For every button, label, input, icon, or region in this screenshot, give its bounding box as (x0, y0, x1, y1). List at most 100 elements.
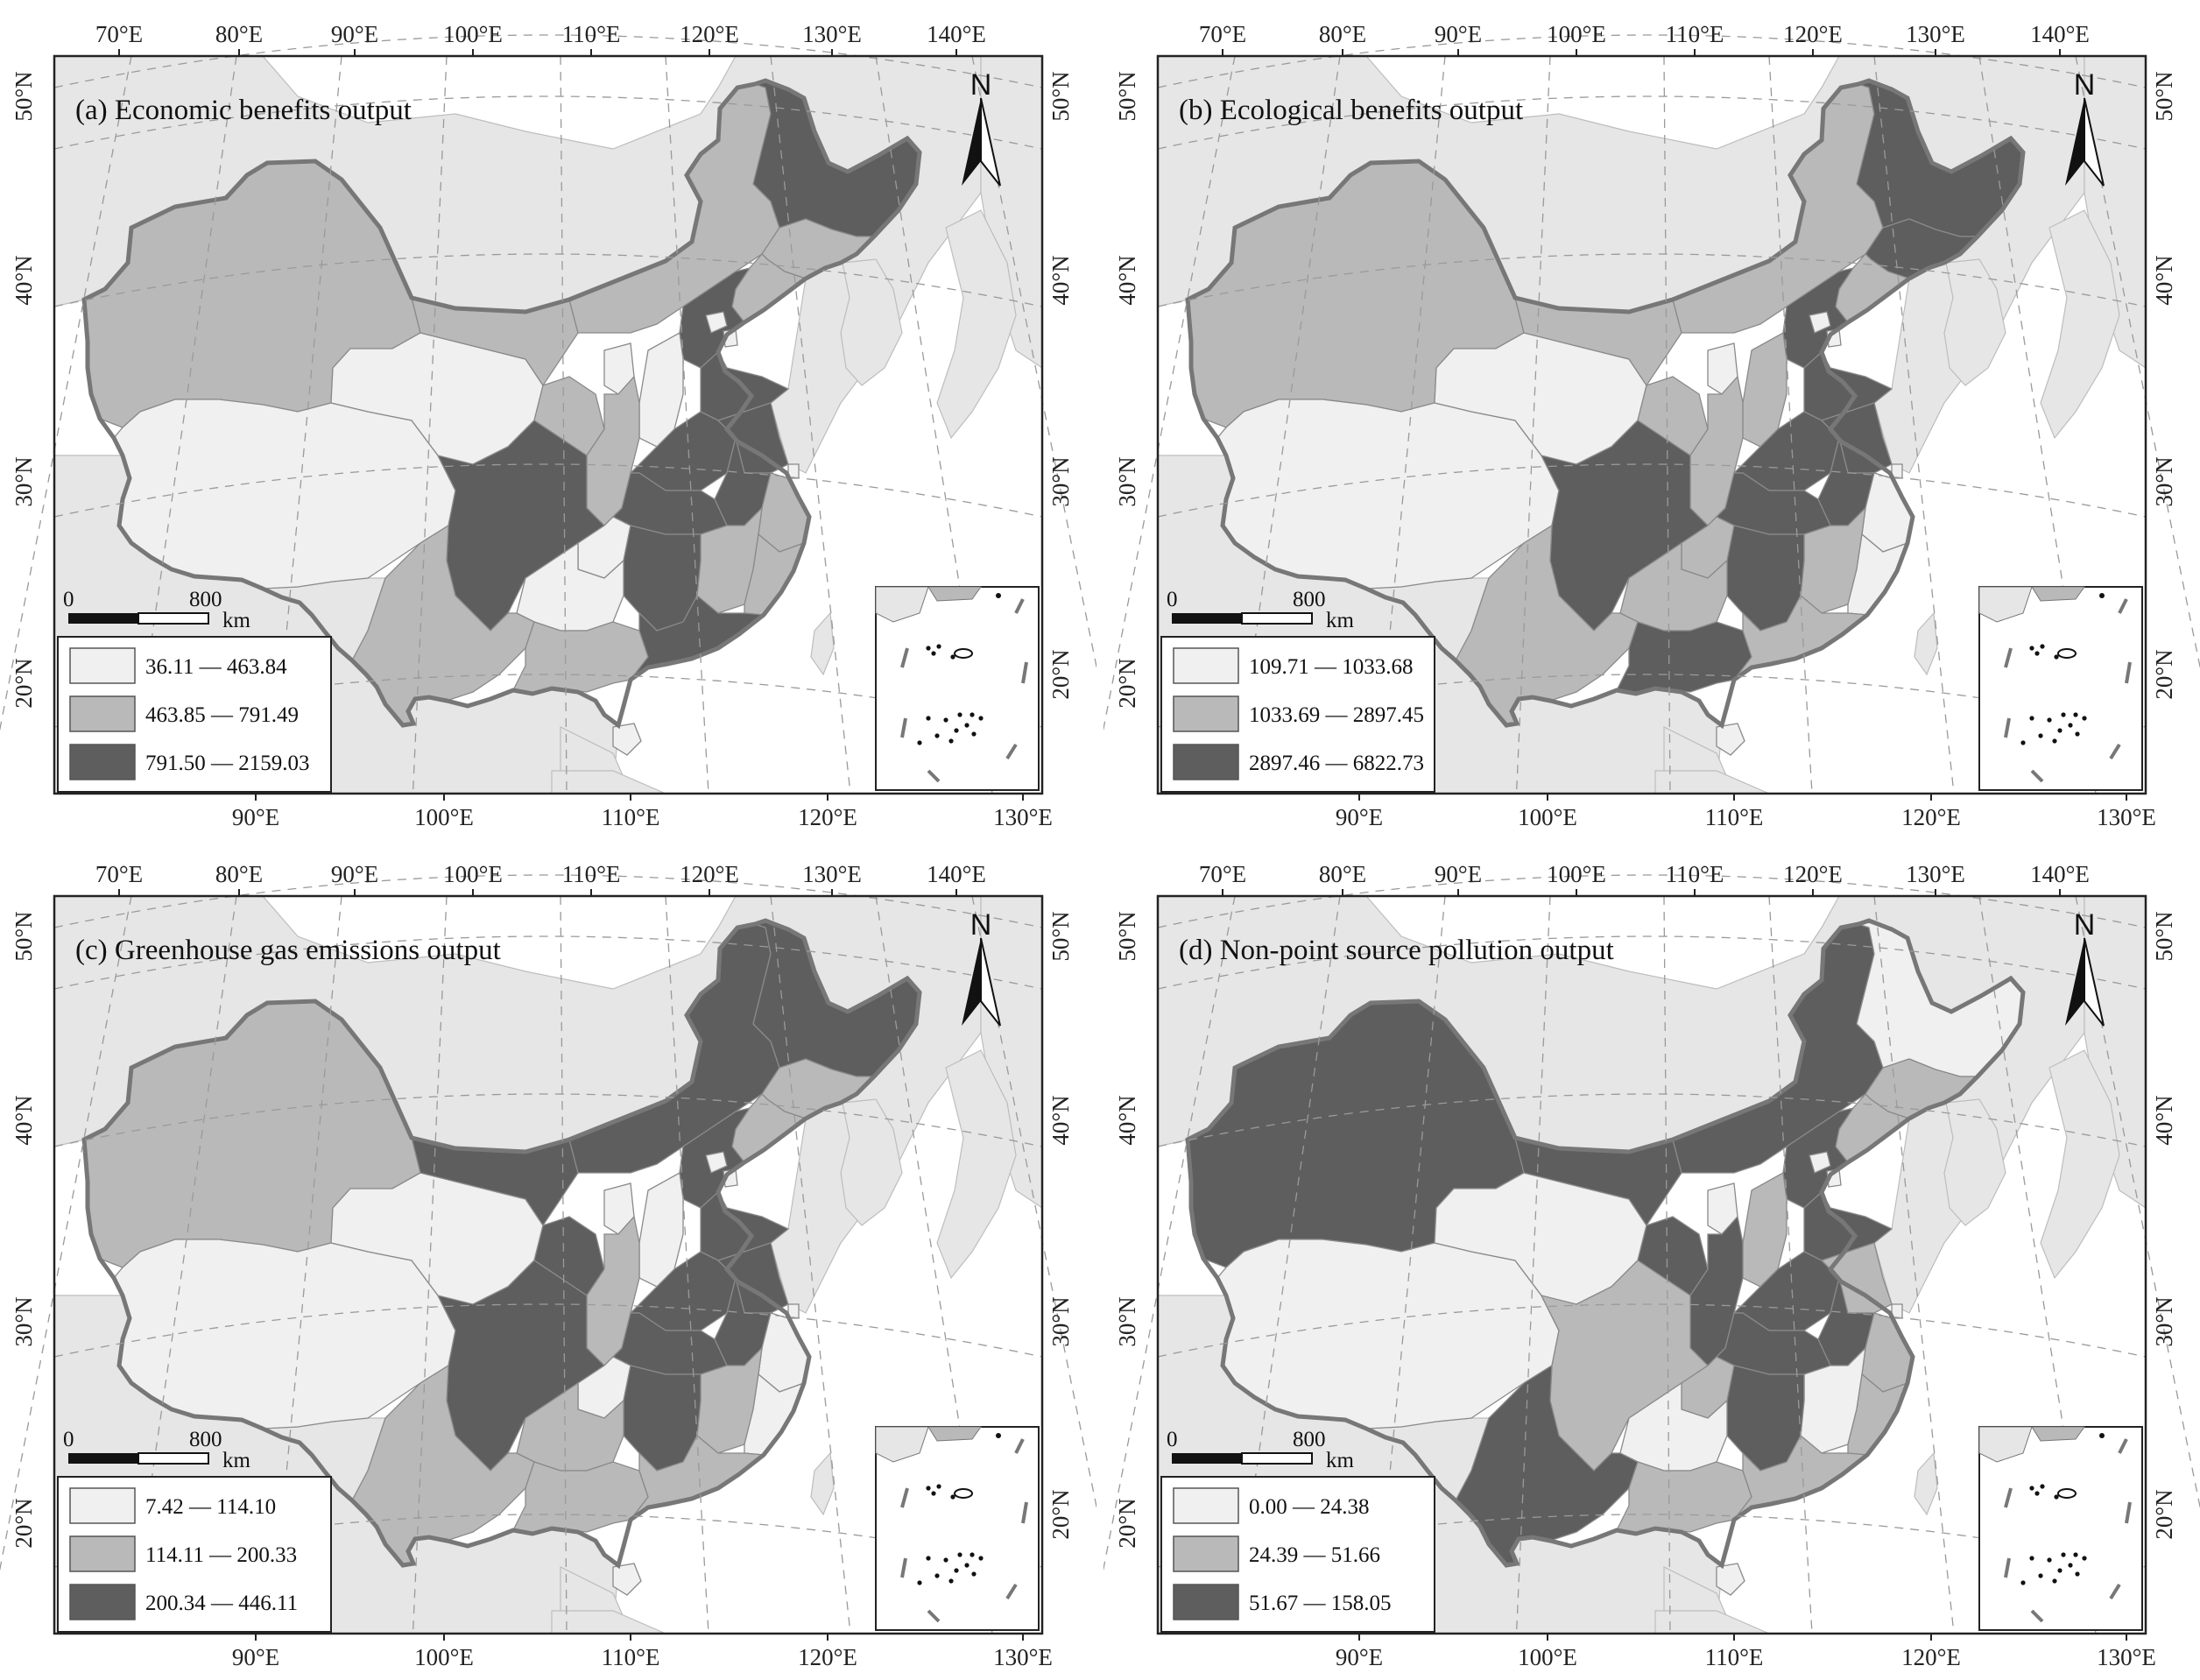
south-china-sea-inset (1978, 586, 2143, 791)
lon-bottom-label: 110°E (1705, 804, 1764, 830)
lon-top-label: 110°E (562, 861, 621, 887)
lat-left-label: 20°N (11, 658, 37, 708)
scale-zero: 0 (63, 1428, 74, 1451)
neighbor-land (810, 611, 835, 676)
lon-bottom-label: 110°E (602, 1644, 660, 1670)
lat-left-label: 30°N (1114, 1296, 1140, 1346)
legend: 36.11 — 463.84 463.85 — 791.49 791.50 — … (57, 636, 332, 793)
north-arrow-icon (2065, 98, 2084, 186)
lon-top-label: 70°E (95, 21, 143, 47)
national-border (81, 78, 922, 730)
lon-top-label: 100°E (1547, 861, 1606, 887)
province-guangxi (512, 621, 649, 695)
province-beijing (1809, 311, 1831, 334)
lat-left-label: 40°N (1114, 255, 1140, 305)
lon-bottom-label: 100°E (414, 804, 474, 830)
legend-swatch-high (1173, 1584, 1239, 1620)
neighbor-land (840, 258, 903, 386)
scale-bar-black (1172, 613, 1242, 624)
legend-swatch-low (1173, 647, 1239, 684)
lon-top-label: 140°E (2030, 861, 2090, 887)
lon-top-label: 90°E (1435, 21, 1482, 47)
legend-label-low: 36.11 — 463.84 (145, 655, 287, 679)
legend: 0.00 — 24.38 24.39 — 51.66 51.67 — 158.0… (1160, 1476, 1435, 1633)
lon-top-label: 80°E (1319, 861, 1366, 887)
province-guangxi (512, 1461, 649, 1535)
lon-top-label: 120°E (680, 861, 739, 887)
province-beijing (705, 1151, 728, 1174)
lon-top-label: 100°E (443, 861, 503, 887)
scale-distance: 800 (189, 1428, 222, 1451)
lat-right-label: 20°N (1047, 1489, 1074, 1539)
lat-right-label: 30°N (2151, 1296, 2177, 1346)
legend-swatch-low (1173, 1487, 1239, 1524)
lat-left-label: 50°N (11, 911, 37, 961)
lon-top-label: 130°E (1906, 861, 1965, 887)
north-arrow-label: N (970, 68, 992, 102)
south-china-sea-inset (1978, 1426, 2143, 1631)
legend-swatch-mid (1173, 695, 1239, 732)
neighbor-land (840, 1098, 903, 1226)
north-arrow-icon (962, 938, 981, 1026)
lon-bottom-label: 130°E (2097, 1644, 2156, 1670)
lat-right-label: 30°N (1047, 456, 1074, 506)
lon-top-label: 100°E (1547, 21, 1606, 47)
lat-right-label: 50°N (1047, 71, 1074, 121)
lon-bottom-label: 110°E (1705, 1644, 1764, 1670)
legend-label-high: 200.34 — 446.11 (145, 1592, 298, 1615)
north-arrow-icon (962, 98, 981, 186)
map-panel-a: N 0 800 km 70°E 80°E 90°E 100°E 110°E 120°E 130°E 1… (0, 0, 1096, 831)
map-frame (1156, 894, 2147, 1635)
lon-top-label: 70°E (1199, 21, 1246, 47)
lon-top-label: 90°E (331, 861, 378, 887)
legend-swatch-high (1173, 744, 1239, 780)
lat-right-label: 40°N (1047, 1095, 1074, 1145)
legend-swatch-mid (1173, 1535, 1239, 1572)
legend-label-low: 0.00 — 24.38 (1249, 1495, 1370, 1519)
lat-left-label: 30°N (11, 456, 37, 506)
lon-top-label: 140°E (927, 21, 986, 47)
lon-bottom-label: 130°E (993, 804, 1053, 830)
lon-top-label: 80°E (215, 861, 263, 887)
map-panel-c: N 0 800 km 70°E 80°E 90°E 100°E 110°E 120°E 130°E 1… (0, 840, 1096, 1671)
neighbor-land (1943, 258, 2006, 386)
lon-bottom-label: 120°E (798, 1644, 857, 1670)
scale-bar-black (1172, 1453, 1242, 1464)
lat-right-label: 50°N (1047, 911, 1074, 961)
lon-top-label: 70°E (95, 861, 143, 887)
province-guangxi (1616, 1461, 1752, 1535)
scale-bar-black (68, 1453, 138, 1464)
scale-unit: km (222, 1449, 251, 1472)
lon-top-label: 120°E (1783, 861, 1843, 887)
lat-right-label: 20°N (2151, 649, 2177, 699)
legend: 109.71 — 1033.68 1033.69 — 2897.45 2897.… (1160, 636, 1435, 793)
lon-bottom-label: 120°E (798, 804, 857, 830)
lon-top-label: 90°E (331, 21, 378, 47)
scale-bar-black (68, 613, 138, 624)
north-arrow-icon (2065, 938, 2084, 1026)
south-china-sea-inset (875, 1426, 1040, 1631)
lon-top-label: 140°E (927, 861, 986, 887)
province-guangxi (1616, 621, 1752, 695)
lat-left-label: 30°N (11, 1296, 37, 1346)
lon-bottom-label: 100°E (1518, 1644, 1577, 1670)
lon-bottom-label: 90°E (1336, 804, 1383, 830)
province-hainan (612, 1563, 642, 1596)
lat-right-label: 50°N (2151, 71, 2177, 121)
legend-label-mid: 24.39 — 51.66 (1249, 1543, 1380, 1567)
map-frame (53, 894, 1044, 1635)
lat-right-label: 20°N (1047, 649, 1074, 699)
north-arrow-label: N (970, 908, 992, 942)
province-hainan (1716, 1563, 1745, 1596)
lat-left-label: 50°N (1114, 71, 1140, 121)
lon-bottom-label: 120°E (1901, 1644, 1961, 1670)
lon-top-label: 130°E (802, 861, 862, 887)
lat-left-label: 30°N (1114, 456, 1140, 506)
map-frame (53, 54, 1044, 795)
lat-right-label: 30°N (1047, 1296, 1074, 1346)
lon-top-label: 120°E (680, 21, 739, 47)
lon-top-label: 70°E (1199, 861, 1246, 887)
lon-top-label: 100°E (443, 21, 503, 47)
